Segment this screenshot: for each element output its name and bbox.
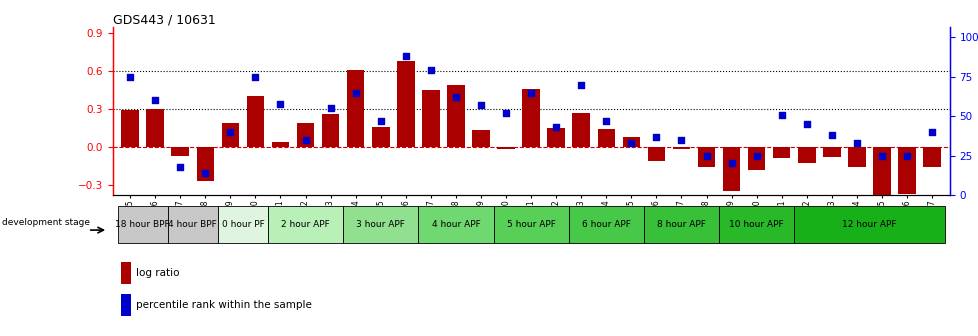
Text: 10 hour APF: 10 hour APF — [729, 220, 783, 229]
Bar — [622, 137, 640, 147]
Point — [848, 140, 864, 145]
FancyBboxPatch shape — [167, 206, 218, 243]
Bar — [497, 147, 514, 150]
Bar — [471, 130, 489, 147]
Bar — [121, 262, 131, 284]
Bar — [773, 147, 789, 158]
FancyBboxPatch shape — [493, 206, 568, 243]
Bar — [447, 85, 465, 147]
Point — [148, 98, 163, 103]
FancyBboxPatch shape — [218, 206, 268, 243]
Point — [873, 153, 889, 158]
Point — [623, 140, 639, 145]
Point — [573, 82, 589, 87]
Text: 12 hour APF: 12 hour APF — [841, 220, 896, 229]
Point — [323, 106, 338, 111]
Bar — [922, 147, 940, 167]
Bar — [822, 147, 840, 157]
Bar — [147, 109, 163, 147]
Text: 2 hour APF: 2 hour APF — [281, 220, 330, 229]
Point — [823, 132, 839, 138]
Bar — [296, 123, 314, 147]
Point — [422, 68, 438, 73]
Bar — [647, 147, 664, 161]
Text: percentile rank within the sample: percentile rank within the sample — [136, 300, 312, 310]
Text: development stage: development stage — [2, 218, 90, 227]
Point — [122, 74, 138, 79]
Point — [522, 90, 538, 95]
Bar — [872, 147, 890, 201]
Point — [898, 153, 913, 158]
Point — [198, 170, 213, 175]
Bar — [397, 61, 414, 147]
Point — [723, 161, 738, 166]
Point — [647, 134, 663, 139]
FancyBboxPatch shape — [418, 206, 493, 243]
Text: 4 hour APF: 4 hour APF — [431, 220, 480, 229]
Point — [448, 94, 464, 100]
Bar — [121, 294, 131, 316]
Bar — [171, 147, 189, 156]
Point — [347, 90, 363, 95]
Point — [548, 124, 563, 130]
Bar — [898, 147, 914, 194]
Bar — [572, 113, 590, 147]
Bar — [547, 128, 564, 147]
Bar — [197, 147, 214, 181]
Bar — [221, 123, 239, 147]
Point — [472, 102, 488, 108]
FancyBboxPatch shape — [718, 206, 793, 243]
Point — [798, 121, 814, 127]
Text: log ratio: log ratio — [136, 268, 179, 278]
Point — [273, 101, 289, 106]
Bar — [246, 96, 264, 147]
Point — [598, 118, 613, 124]
FancyBboxPatch shape — [268, 206, 343, 243]
Text: 4 hour BPF: 4 hour BPF — [168, 220, 217, 229]
Bar — [847, 147, 865, 167]
Text: 0 hour PF: 0 hour PF — [221, 220, 264, 229]
FancyBboxPatch shape — [117, 206, 167, 243]
Point — [673, 137, 689, 142]
Text: GDS443 / 10631: GDS443 / 10631 — [112, 14, 215, 27]
Bar — [372, 127, 389, 147]
Bar — [522, 89, 539, 147]
Point — [773, 112, 788, 117]
Bar — [597, 129, 614, 147]
Point — [222, 129, 238, 135]
Bar — [121, 110, 139, 147]
Point — [498, 110, 513, 116]
Point — [748, 153, 764, 158]
Text: 6 hour APF: 6 hour APF — [581, 220, 630, 229]
Text: 18 hour BPF: 18 hour BPF — [115, 220, 170, 229]
Point — [398, 54, 414, 59]
Point — [247, 74, 263, 79]
Bar — [747, 147, 765, 170]
Text: 5 hour APF: 5 hour APF — [507, 220, 555, 229]
Point — [923, 129, 939, 135]
Bar — [322, 114, 339, 147]
Bar — [722, 147, 739, 191]
FancyBboxPatch shape — [343, 206, 418, 243]
Bar — [797, 147, 815, 163]
Point — [373, 118, 388, 124]
Point — [297, 137, 313, 142]
Bar — [422, 90, 439, 147]
FancyBboxPatch shape — [793, 206, 944, 243]
Text: 8 hour APF: 8 hour APF — [656, 220, 705, 229]
Bar — [697, 147, 715, 167]
Point — [698, 153, 714, 158]
FancyBboxPatch shape — [644, 206, 718, 243]
Bar — [272, 142, 289, 147]
Point — [172, 164, 188, 169]
FancyBboxPatch shape — [568, 206, 644, 243]
Bar — [346, 70, 364, 147]
Text: 3 hour APF: 3 hour APF — [356, 220, 405, 229]
Bar — [672, 147, 689, 150]
